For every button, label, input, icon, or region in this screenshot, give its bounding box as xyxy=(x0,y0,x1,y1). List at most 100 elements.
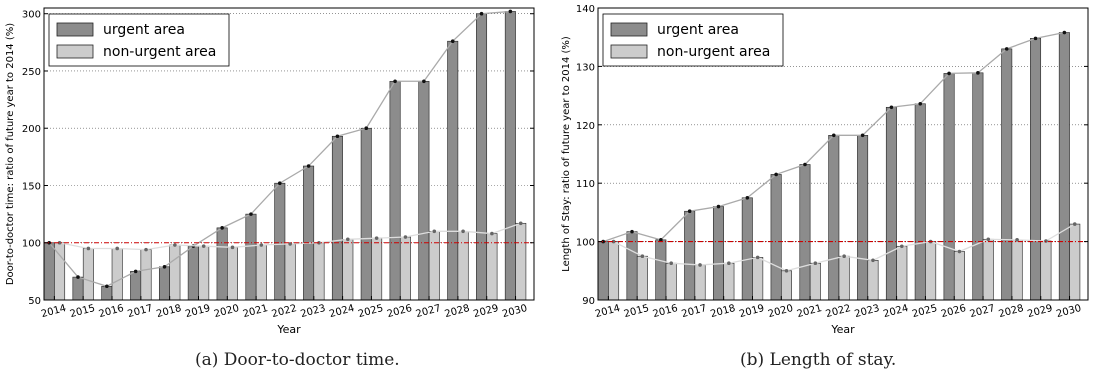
bar-non-urgent xyxy=(809,262,821,301)
y-tick-label: 200 xyxy=(22,124,41,135)
bar-non-urgent xyxy=(227,247,238,301)
y-tick-label: 300 xyxy=(22,10,41,21)
data-point xyxy=(259,243,264,247)
data-point xyxy=(1072,222,1077,226)
data-point xyxy=(346,237,350,242)
data-point xyxy=(432,229,437,234)
y-tick-label: 150 xyxy=(22,181,41,192)
data-point xyxy=(76,275,80,279)
data-point xyxy=(144,247,148,252)
data-point xyxy=(173,243,177,247)
data-point xyxy=(422,79,426,84)
bar-non-urgent xyxy=(838,255,850,301)
x-tick-label: 2016 xyxy=(98,303,125,320)
y-tick-label: 140 xyxy=(576,4,595,15)
bar-urgent xyxy=(799,164,811,301)
plot-frame xyxy=(597,7,1089,301)
bar-non-urgent xyxy=(486,233,498,301)
data-point xyxy=(947,71,951,76)
bar-urgent xyxy=(943,73,955,301)
data-point xyxy=(335,134,340,139)
data-point xyxy=(57,240,62,245)
data-point xyxy=(813,261,818,266)
bar-non-urgent xyxy=(723,262,735,301)
x-tick-label: 2020 xyxy=(767,303,794,320)
data-point xyxy=(727,261,731,266)
bar-non-urgent xyxy=(982,238,994,301)
chart-1: 90 100 110 120 130 140 2014 2015 2016 2017 2018 201… xyxy=(561,4,1089,336)
bar-urgent xyxy=(216,227,228,301)
data-point xyxy=(162,264,167,269)
bar-non-urgent xyxy=(198,245,210,301)
x-tick-label: 2015 xyxy=(623,303,650,320)
data-point xyxy=(306,164,311,168)
bar-urgent xyxy=(770,174,782,301)
x-tick-label: 2017 xyxy=(126,303,153,320)
data-point xyxy=(450,39,455,44)
x-tick-label: 2030 xyxy=(501,303,528,320)
bar-non-urgent xyxy=(371,237,383,301)
data-point xyxy=(277,181,282,185)
x-tick-label: 2017 xyxy=(680,303,707,320)
data-point xyxy=(201,244,206,248)
legend-swatch xyxy=(56,44,94,59)
data-point xyxy=(803,162,807,167)
legend-label: urgent area xyxy=(657,22,739,38)
data-point xyxy=(831,133,836,138)
x-tick-label: 2015 xyxy=(69,303,96,320)
x-tick-label: 2025 xyxy=(911,303,938,320)
bar-urgent xyxy=(158,266,170,301)
data-point xyxy=(630,229,634,234)
bar-urgent xyxy=(1001,48,1013,301)
data-point xyxy=(745,196,750,200)
data-point xyxy=(220,226,224,230)
legend-label: non-urgent area xyxy=(103,44,216,60)
bar-urgent xyxy=(447,40,459,301)
bar-non-urgent xyxy=(781,270,792,301)
bar-urgent xyxy=(712,206,724,301)
x-tick-label: 2014 xyxy=(594,303,621,320)
data-point xyxy=(1044,239,1048,243)
bar-urgent xyxy=(101,285,113,301)
bar-urgent xyxy=(389,80,401,301)
bar-urgent xyxy=(1058,32,1070,301)
x-tick-label: 2020 xyxy=(213,303,240,320)
bar-non-urgent xyxy=(82,248,94,301)
y-tick-label: 100 xyxy=(576,238,595,249)
data-point xyxy=(842,254,846,258)
y-tick-label: 110 xyxy=(576,179,595,190)
data-point xyxy=(716,204,721,209)
data-point xyxy=(698,263,702,267)
bar-urgent xyxy=(43,242,55,301)
x-tick-label: 2021 xyxy=(242,303,269,320)
legend-swatch xyxy=(56,22,94,37)
data-point xyxy=(479,11,484,16)
bar-non-urgent xyxy=(925,241,937,301)
data-point xyxy=(918,101,923,106)
y-tick-label: 50 xyxy=(28,296,41,307)
bar-urgent xyxy=(418,80,430,301)
data-point xyxy=(364,126,369,131)
data-point xyxy=(871,258,875,263)
y-tick-label: 250 xyxy=(22,67,41,78)
bar-non-urgent xyxy=(342,239,354,301)
x-axis-label: Year xyxy=(276,323,301,336)
data-point xyxy=(249,212,253,216)
bar-non-urgent xyxy=(1069,223,1081,301)
data-point xyxy=(900,244,904,249)
x-tick-label: 2022 xyxy=(271,303,298,320)
bar-non-urgent xyxy=(313,242,325,301)
x-tick-label: 2029 xyxy=(1026,303,1053,320)
bar-urgent xyxy=(655,239,667,301)
bar-urgent xyxy=(245,213,257,301)
x-tick-label: 2027 xyxy=(969,303,996,320)
bar-urgent xyxy=(972,72,984,301)
bar-non-urgent xyxy=(399,236,411,301)
bar-urgent xyxy=(914,103,926,301)
x-tick-label: 2026 xyxy=(386,303,413,320)
bar-urgent xyxy=(684,210,696,301)
bar-urgent xyxy=(274,182,286,301)
bar-non-urgent xyxy=(1011,239,1023,301)
bar-non-urgent xyxy=(896,245,908,301)
